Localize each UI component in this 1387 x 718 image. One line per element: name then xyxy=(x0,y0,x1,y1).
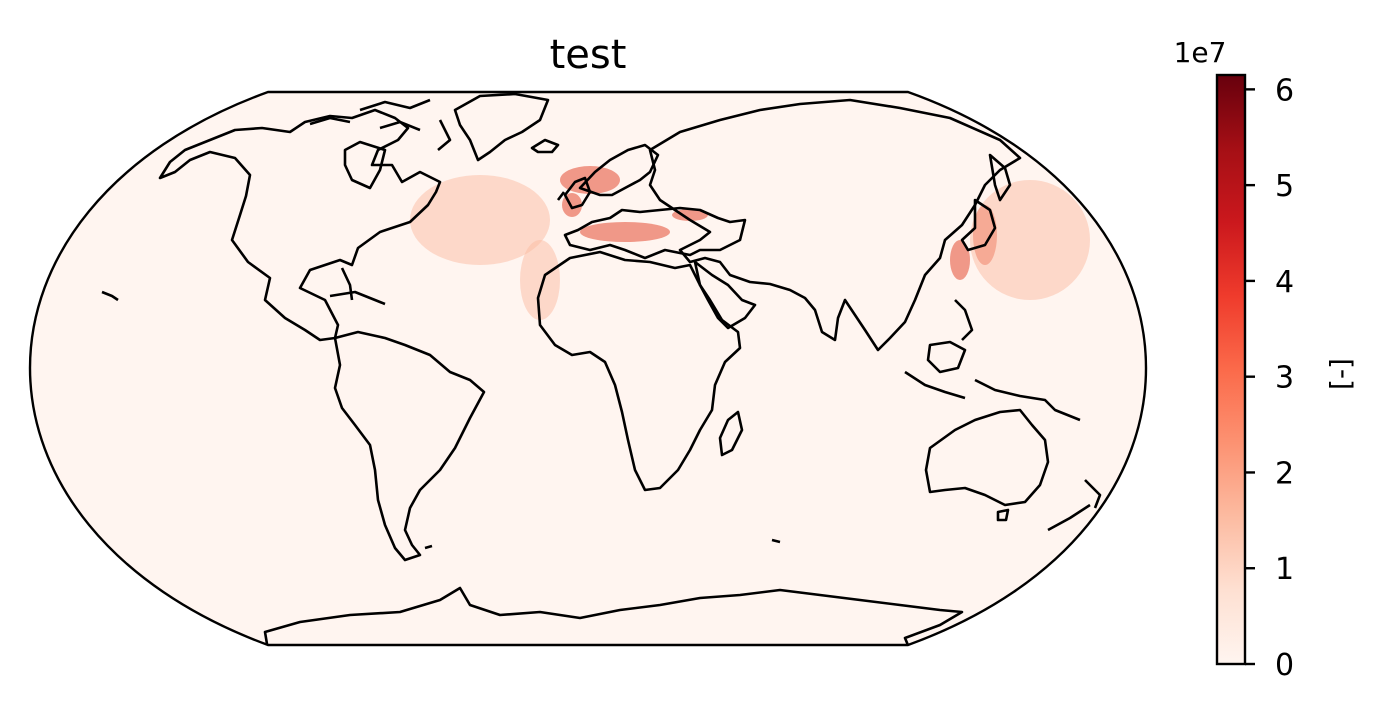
florida-coastline xyxy=(340,267,354,301)
colorbar-ticks: 0 1 2 3 4 5 6 xyxy=(1245,73,1294,683)
antarctica-coastline xyxy=(263,586,964,645)
greenland-coastline xyxy=(453,92,550,162)
tasmania-coastline xyxy=(996,508,1010,522)
colorbar-tick-label: 4 xyxy=(1275,265,1294,300)
map-panel xyxy=(28,90,1148,647)
map-title: test xyxy=(550,32,627,78)
british-isles-coastline xyxy=(556,176,592,210)
hotspot-north-atlantic xyxy=(410,175,550,265)
colorbar: 0 1 2 3 4 5 6 1e7 [-] xyxy=(1174,36,1357,683)
colorbar-tick-label: 6 xyxy=(1275,73,1294,108)
iceland-coastline xyxy=(530,138,560,154)
hotspot-layer xyxy=(410,166,1090,320)
hudson-bay-coastline xyxy=(343,140,387,190)
hotspot-north-sea xyxy=(560,166,620,194)
colorbar-gradient xyxy=(1217,75,1245,664)
australia-coastline xyxy=(924,408,1050,507)
colorbar-tick-label: 3 xyxy=(1275,361,1294,396)
europe-coastline xyxy=(563,206,747,260)
madagascar-coastline xyxy=(718,410,744,457)
south-america-coastline xyxy=(333,330,486,562)
kerguelen-coastline xyxy=(771,538,781,544)
globe-outline xyxy=(28,90,1148,647)
new-zealand-coastline xyxy=(1047,479,1102,532)
kamchatka-coastline xyxy=(988,153,1012,202)
colorbar-offset-text: 1e7 xyxy=(1174,36,1227,69)
hotspot-black-sea xyxy=(672,209,708,221)
asia-coastline xyxy=(648,98,1022,352)
cuba-coastline xyxy=(329,290,386,306)
hotspot-mediterranean xyxy=(580,222,670,242)
hotspot-west-africa xyxy=(520,240,560,320)
falklands-coastline xyxy=(424,544,433,550)
africa-coastline xyxy=(536,250,742,492)
hotspot-west-pacific xyxy=(970,180,1090,300)
colorbar-tick-label: 5 xyxy=(1275,169,1294,204)
hawaii-coastline xyxy=(101,290,119,302)
southeast-asia-islands-coastline xyxy=(904,299,1081,422)
colorbar-tick-label: 2 xyxy=(1275,456,1294,491)
colorbar-label: [-] xyxy=(1324,358,1357,390)
colorbar-frame xyxy=(1215,73,1247,666)
arctic-islands-coastline xyxy=(309,98,452,151)
arabia-coastline xyxy=(693,260,757,330)
hotspot-east-china xyxy=(950,240,970,280)
japan-coastline xyxy=(960,198,997,252)
colorbar-tick-label: 1 xyxy=(1275,552,1294,587)
coastlines xyxy=(101,92,1102,645)
colorbar-tick-label: 0 xyxy=(1275,648,1294,683)
globe-background xyxy=(30,92,1146,645)
north-america-coastline xyxy=(158,108,442,342)
